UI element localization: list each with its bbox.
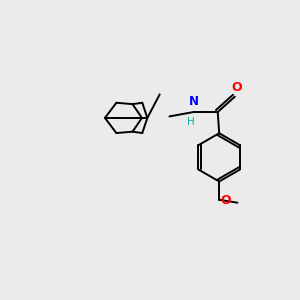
Text: N: N — [189, 95, 199, 108]
Text: O: O — [232, 81, 242, 94]
Text: O: O — [221, 194, 231, 207]
Text: H: H — [187, 117, 195, 127]
